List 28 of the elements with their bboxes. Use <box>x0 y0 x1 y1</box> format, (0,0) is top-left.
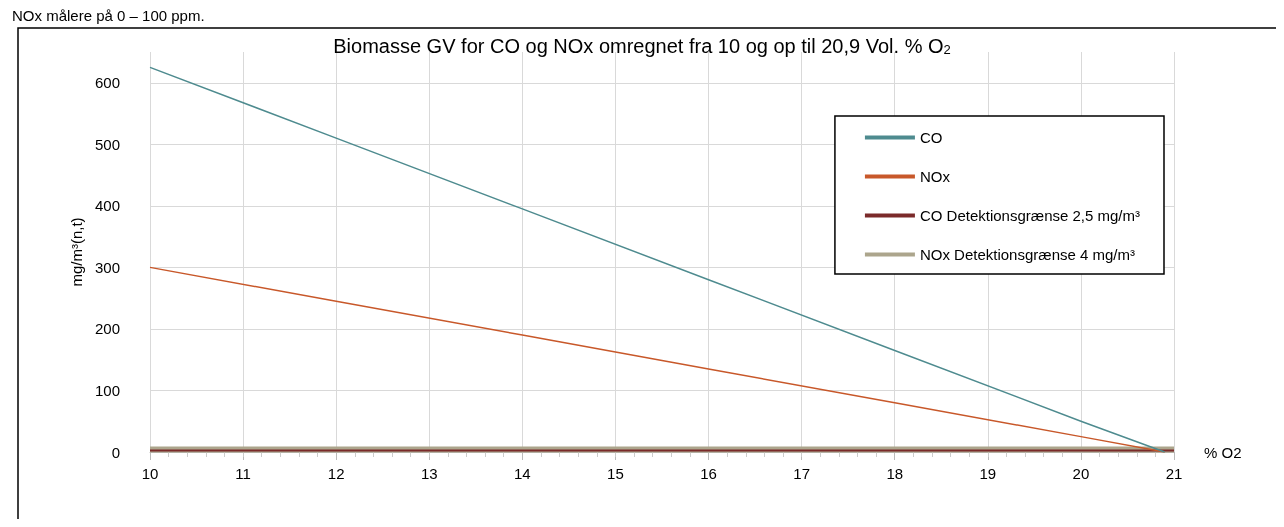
y-tick-label: 400 <box>94 197 120 215</box>
x-tick-label: 15 <box>607 465 624 482</box>
y-tick-label: 200 <box>94 320 120 338</box>
x-tick-label: 10 <box>141 465 159 482</box>
legend-label: CO <box>919 129 943 146</box>
y-tick-label: 0 <box>111 443 120 461</box>
legend-label: CO Detektionsgrænse 2,5 mg/m³ <box>919 207 1140 224</box>
x-tick-label: 20 <box>1072 465 1090 482</box>
x-tick-label: 18 <box>886 465 904 482</box>
x-tick-label: 21 <box>1165 465 1183 482</box>
y-tick-label: 300 <box>94 258 120 276</box>
legend-label: NOx Detektionsgrænse 4 mg/m³ <box>919 246 1135 263</box>
y-tick-label: 600 <box>94 74 120 92</box>
chart-title: Biomasse GV for CO og NOx omregnet fra 10 og op til 20,9 Vol. % O2 <box>333 34 951 57</box>
x-tick-label: 19 <box>979 465 997 482</box>
x-tick-label: 14 <box>514 465 531 482</box>
x-tick-label: 11 <box>235 465 251 482</box>
y-tick-label: 500 <box>94 135 120 153</box>
y-tick-label: 100 <box>94 381 120 399</box>
x-axis-title: % O2 <box>1204 443 1242 461</box>
x-tick-label: 17 <box>793 465 810 482</box>
x-tick-label: 16 <box>700 465 717 482</box>
x-tick-label: 12 <box>327 465 345 482</box>
y-axis-title: mg/m³(n,t) <box>68 217 86 287</box>
text: NOx målere på 0 – 100 ppm. <box>12 7 205 24</box>
line-series <box>149 66 1166 453</box>
legend-label: NOx <box>919 168 951 185</box>
x-tick-label: 13 <box>420 465 438 482</box>
